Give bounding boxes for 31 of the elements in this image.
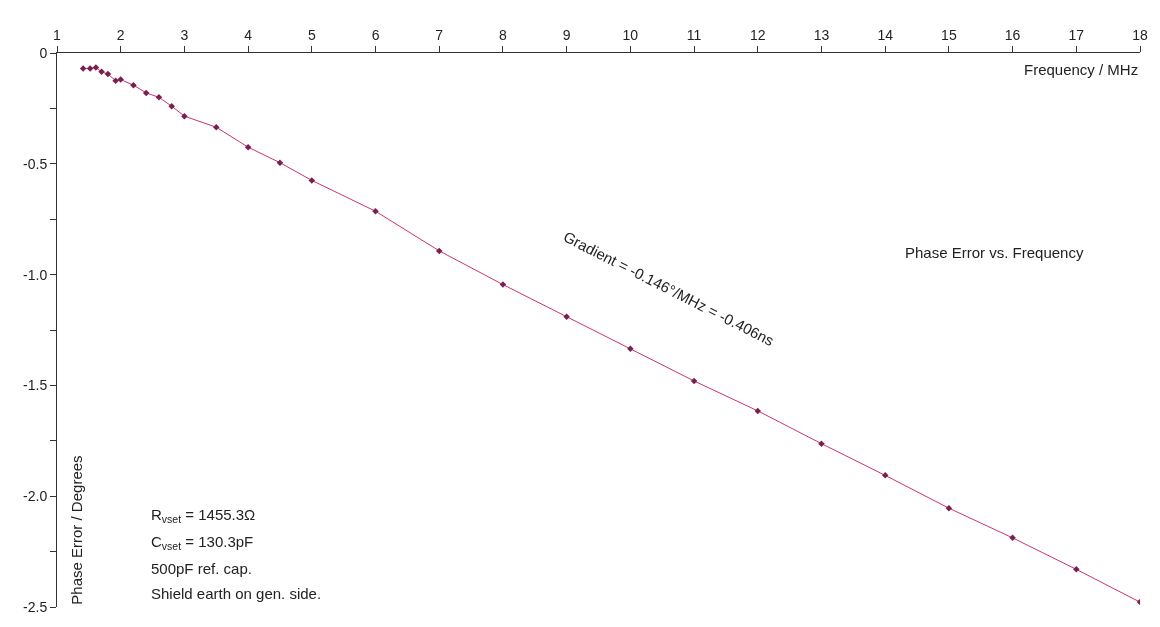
x-tick-label: 4 [244,27,253,44]
x-axis-title: Frequency / MHz [1024,61,1139,78]
x-tick-label: 11 [686,27,702,44]
x-tick-label: 18 [1132,27,1148,44]
x-tick-label: 2 [116,27,125,44]
x-tick-label: 1 [53,27,62,44]
y-tick-label: -1.0 [23,266,48,283]
x-tick-label: 9 [562,27,571,44]
annotation: R$_{vset}$ = 1455.3Ω [151,506,256,526]
y-tick-label: -0.5 [23,155,48,172]
annotation: C$_{vset}$ = 130.3pF [151,533,254,553]
y-axis-title: Phase Error / Degrees [67,455,85,605]
x-tick-label: 15 [941,27,957,44]
y-tick-label: -2.0 [23,488,48,505]
y-tick-label: -1.5 [23,377,48,394]
annotation: Shield earth on gen. side. [151,585,322,602]
x-tick-label: 8 [499,27,508,44]
x-tick-label: 13 [813,27,830,44]
annotation: 500pF ref. cap. [151,560,252,577]
y-tick-label: -2.5 [23,598,48,615]
x-tick-label: 17 [1068,27,1085,44]
x-tick-label: 16 [1004,27,1021,44]
x-tick-label: 14 [877,27,894,44]
x-tick-label: 3 [180,27,189,44]
x-tick-label: 7 [435,27,444,44]
x-tick-label: 10 [622,27,639,44]
y-tick-label: 0 [39,44,48,61]
x-tick-label: 6 [371,27,380,44]
x-tick-label: 5 [307,27,316,44]
x-tick-label: 12 [749,27,766,44]
text: Phase Error vs. Frequency [905,244,1084,261]
